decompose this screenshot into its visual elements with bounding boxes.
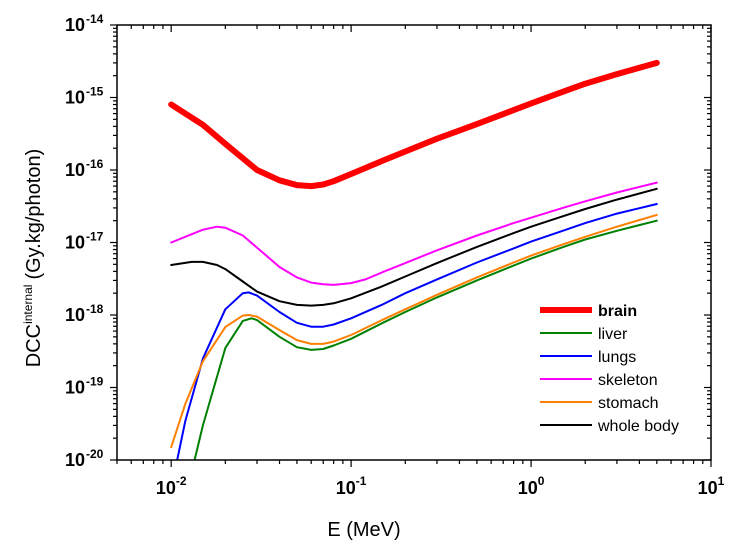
series-line-stomach — [170, 213, 658, 449]
legend-item-stomach: stomach — [540, 395, 658, 412]
x-tick-base: 10 — [156, 478, 176, 498]
x-tick-label: 100 — [518, 474, 545, 498]
series-line-liver — [193, 219, 658, 460]
x-axis-title: E (MeV) — [327, 519, 400, 541]
legend-label: stomach — [598, 395, 658, 412]
x-tick-exp: 1 — [718, 474, 725, 488]
series-line-skeleton — [170, 181, 658, 286]
y-tick-base: 10 — [65, 88, 85, 108]
y-tick-base: 10 — [65, 15, 85, 35]
legend: brain liver lungs skeleton stomach whole body — [540, 303, 679, 435]
y-tick-exp: -15 — [86, 85, 104, 99]
x-tick-exp: -2 — [176, 474, 187, 488]
legend-label: whole body — [597, 418, 679, 435]
legend-item-skeleton: skeleton — [540, 372, 658, 389]
x-tick-base: 10 — [518, 478, 538, 498]
y-tick-base: 10 — [65, 450, 85, 470]
y-tick-base: 10 — [65, 378, 85, 398]
y-tick-label: 10 — [65, 450, 85, 470]
x-tick-base: 10 — [698, 478, 718, 498]
y-tick-base: 10 — [65, 305, 85, 325]
y-tick-label: 10 — [65, 305, 85, 325]
legend-item-whole-body: whole body — [540, 418, 679, 435]
y-tick-exp: -20 — [86, 447, 104, 461]
y-tick-exp: -16 — [86, 157, 104, 171]
y-tick-label: 10 — [65, 378, 85, 398]
y-tick-base: 10 — [65, 233, 85, 253]
y-tick-label: 10 — [65, 233, 85, 253]
x-tick-base: 10 — [336, 478, 356, 498]
legend-label: brain — [598, 303, 637, 320]
y-tick-label: 10 — [65, 88, 85, 108]
y-tick-exp: -14 — [86, 12, 104, 26]
x-tick-label: 10-2 — [156, 474, 187, 498]
y-axis-title: DCCinternal (Gy.kg/photon) — [21, 149, 45, 368]
x-tick-label: 101 — [698, 474, 725, 498]
y-tick-label: 10 — [65, 160, 85, 180]
series-line-whole-body — [170, 187, 658, 307]
series-layer — [168, 59, 660, 460]
legend-label: skeleton — [598, 372, 658, 389]
y-axis-title-main: DCC — [23, 324, 45, 367]
legend-label: liver — [598, 326, 628, 343]
y-axis-title-sup: internal — [21, 285, 35, 324]
y-tick-exp: -17 — [86, 230, 104, 244]
y-tick-exp: -19 — [86, 375, 104, 389]
legend-item-liver: liver — [540, 326, 628, 343]
legend-item-brain: brain — [540, 303, 637, 320]
y-tick-base: 10 — [65, 160, 85, 180]
y-axis-title-unit: (Gy.kg/photon) — [23, 149, 45, 280]
y-tick-label: 10 — [65, 15, 85, 35]
series-line-lungs — [176, 203, 658, 460]
x-tick-exp: 0 — [538, 474, 545, 488]
legend-label: lungs — [598, 349, 636, 366]
y-tick-exp: -18 — [86, 302, 104, 316]
x-tick-exp: -1 — [356, 474, 367, 488]
x-tick-label: 10-1 — [336, 474, 367, 498]
legend-item-lungs: lungs — [540, 349, 636, 366]
series-line-brain — [168, 59, 660, 190]
